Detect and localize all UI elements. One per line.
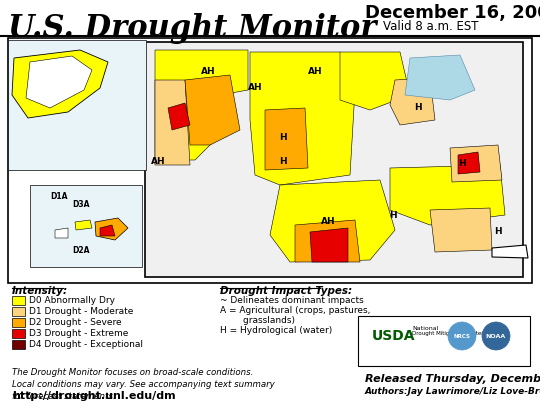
Text: Released Thursday, December 18, 2008: Released Thursday, December 18, 2008 (365, 374, 540, 384)
Text: H: H (494, 228, 502, 237)
Text: H: H (389, 210, 397, 220)
Text: Drought Impact Types:: Drought Impact Types: (220, 286, 352, 296)
Bar (145, 42, 523, 277)
Text: Drought Mitigation Center: Drought Mitigation Center (412, 332, 483, 337)
Text: D4 Drought - Exceptional: D4 Drought - Exceptional (29, 340, 143, 349)
Bar (12, 340, 25, 349)
Text: U.S. Drought Monitor: U.S. Drought Monitor (8, 12, 376, 44)
Polygon shape (405, 55, 475, 100)
Text: NOAA: NOAA (486, 334, 506, 339)
Bar (12, 296, 25, 305)
Circle shape (482, 322, 510, 350)
Text: D3A: D3A (72, 200, 90, 209)
Text: AH: AH (308, 67, 322, 77)
Text: D1 Drought - Moderate: D1 Drought - Moderate (29, 307, 133, 316)
Polygon shape (458, 152, 480, 174)
Text: H: H (279, 158, 287, 166)
Text: The Drought Monitor focuses on broad-scale conditions.
Local conditions may vary: The Drought Monitor focuses on broad-sca… (12, 368, 275, 401)
Polygon shape (26, 56, 92, 108)
Polygon shape (95, 218, 128, 240)
Polygon shape (155, 80, 190, 165)
Text: AH: AH (321, 218, 335, 226)
Polygon shape (450, 145, 502, 182)
Bar (8, 40, 146, 170)
Bar (12, 307, 25, 316)
Text: AH: AH (248, 83, 262, 93)
Text: http://drought.unl.edu/dm: http://drought.unl.edu/dm (12, 391, 176, 401)
Bar (30, 185, 142, 267)
Text: A = Agricultural (crops, pastures,: A = Agricultural (crops, pastures, (220, 306, 370, 315)
Polygon shape (270, 180, 395, 262)
Text: NRCS: NRCS (454, 334, 470, 339)
Text: H: H (279, 133, 287, 143)
Text: H: H (458, 158, 466, 168)
Polygon shape (492, 245, 528, 258)
Text: H: H (414, 104, 422, 112)
Text: Intensity:: Intensity: (12, 286, 68, 296)
Text: Authors:Jay Lawrimore/Liz Love-Brotak, NOAA/NESDIS/NCDC: Authors:Jay Lawrimore/Liz Love-Brotak, N… (365, 387, 540, 396)
Text: December 16, 2008: December 16, 2008 (365, 4, 540, 22)
Text: D1A: D1A (50, 192, 68, 201)
Text: D2A: D2A (72, 246, 90, 255)
Polygon shape (430, 208, 492, 252)
Polygon shape (295, 220, 360, 262)
Polygon shape (12, 50, 108, 118)
Bar (8, 38, 532, 283)
Text: ~ Delineates dominant impacts: ~ Delineates dominant impacts (220, 296, 364, 305)
Text: D0 Abnormally Dry: D0 Abnormally Dry (29, 296, 115, 305)
Polygon shape (390, 78, 435, 125)
Polygon shape (340, 52, 410, 110)
Polygon shape (75, 220, 92, 230)
Bar (145, 42, 523, 277)
Polygon shape (55, 228, 68, 238)
Text: AH: AH (201, 67, 215, 77)
Bar (12, 329, 25, 338)
Polygon shape (310, 228, 348, 262)
Text: Valid 8 a.m. EST: Valid 8 a.m. EST (383, 19, 478, 33)
Text: AH: AH (151, 158, 165, 166)
Circle shape (448, 322, 476, 350)
Polygon shape (390, 165, 505, 225)
Polygon shape (155, 50, 248, 160)
Polygon shape (168, 103, 190, 130)
Text: D3 Drought - Extreme: D3 Drought - Extreme (29, 329, 129, 338)
Polygon shape (265, 108, 308, 170)
Polygon shape (185, 75, 240, 145)
Text: National: National (412, 326, 438, 330)
Polygon shape (100, 225, 115, 236)
Bar (12, 318, 25, 327)
Text: USDA: USDA (372, 329, 415, 343)
Polygon shape (250, 52, 355, 185)
Text: H = Hydrological (water): H = Hydrological (water) (220, 326, 332, 335)
Text: grasslands): grasslands) (220, 316, 295, 325)
Bar (358, 316, 530, 366)
Text: D2 Drought - Severe: D2 Drought - Severe (29, 318, 122, 327)
